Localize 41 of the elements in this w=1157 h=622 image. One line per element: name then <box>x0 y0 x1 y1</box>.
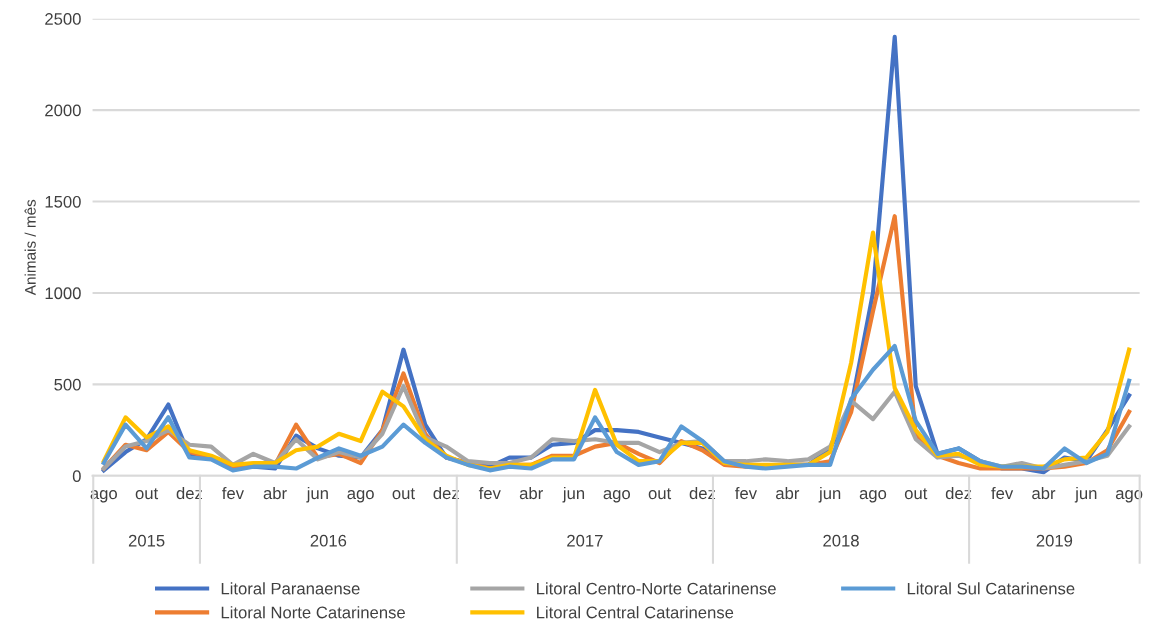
x-tick-label: dez <box>433 486 459 500</box>
legend-label: Litoral Sul Catarinense <box>907 582 1075 595</box>
x-tick-label: jun <box>562 486 585 503</box>
x-tick-label: abr <box>263 486 287 500</box>
y-tick-label: 1500 <box>45 195 81 208</box>
x-tick-label: abr <box>519 486 543 500</box>
legend-label: Litoral Central Catarinense <box>537 606 734 619</box>
legend-label: Litoral Paranaense <box>221 582 360 595</box>
x-tick-label: fev <box>735 486 757 500</box>
legend-label: Litoral Centro-Norte Catarinense <box>537 582 776 595</box>
x-tick-label: fev <box>991 486 1014 500</box>
legend-label: Litoral Norte Catarinense <box>221 606 405 619</box>
y-tick-label: 2000 <box>45 104 81 117</box>
x-tick-label: ago <box>603 490 631 503</box>
text: 2016 <box>310 534 347 547</box>
x-tick-label: out <box>904 488 928 500</box>
y-axis-title: Animais / mês <box>24 199 36 296</box>
y-tick-label: 2500 <box>45 13 81 25</box>
x-tick-label: fev <box>222 486 244 500</box>
text: 2017 <box>567 534 603 547</box>
x-tick-label: ago <box>347 490 374 503</box>
x-tick-label: dez <box>945 486 972 500</box>
y-tick-label: 500 <box>54 378 81 391</box>
line-series <box>101 343 1132 473</box>
x-tick-label: abr <box>1032 486 1056 500</box>
x-tick-label: out <box>392 488 415 500</box>
text: 2015 <box>128 534 165 547</box>
x-tick-label: jun <box>306 486 328 503</box>
text: 2018 <box>823 534 859 547</box>
x-tick-label: ago <box>1115 490 1143 503</box>
x-tick-label: jun <box>818 486 841 503</box>
x-tick-label: out <box>648 488 672 500</box>
text: 2019 <box>1036 534 1073 547</box>
y-tick-label: 0 <box>72 470 81 483</box>
y-tick-label: 1000 <box>45 287 81 300</box>
x-tick-label: fev <box>478 486 501 500</box>
x-tick-label: ago <box>90 490 117 503</box>
x-tick-label: ago <box>859 490 887 503</box>
x-tick-label: out <box>135 488 159 500</box>
x-tick-label: abr <box>776 486 800 500</box>
x-tick-label: jun <box>1074 486 1097 503</box>
